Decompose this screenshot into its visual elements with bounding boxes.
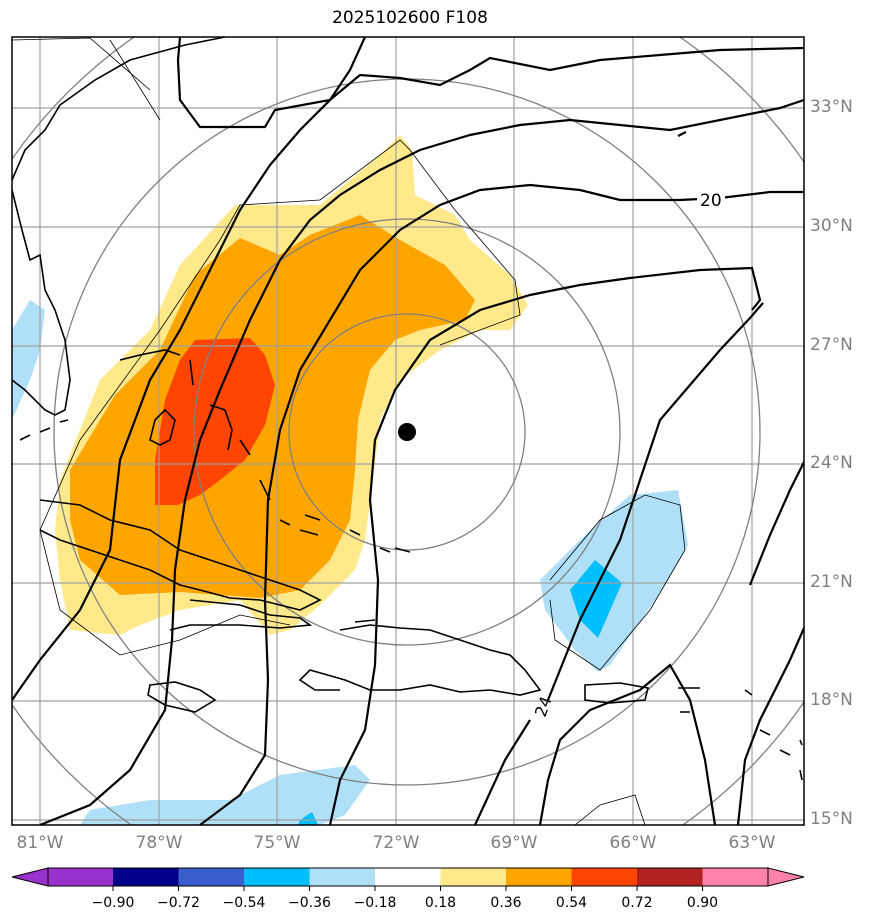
contour-g: [474, 719, 531, 825]
bahamas-andros: [149, 408, 176, 446]
contour-label-24: 24: [531, 694, 556, 720]
cuba-east: [169, 599, 313, 631]
lon-label-81w: 81°W: [16, 833, 64, 853]
positive-anomaly-red: [155, 338, 275, 505]
positive-anomaly-orange: [70, 215, 475, 598]
bahamas-abaco: [209, 404, 251, 456]
negative-anomaly-core-east: [570, 560, 622, 638]
colorbar-segment: [178, 868, 244, 886]
colorbar: [11, 867, 805, 891]
lat-label-24n: 24°N: [810, 453, 853, 473]
contour-a: [176, 37, 804, 129]
colorbar-segment: [702, 868, 768, 886]
colorbar-tick-label: −0.72: [157, 895, 200, 911]
jamaica: [147, 681, 217, 713]
colorbar-tick-label: 0.72: [621, 895, 653, 911]
negative-anomaly-area-south: [80, 765, 370, 825]
map-title: 2025102600 F108: [332, 8, 488, 28]
colorbar-extend-high: [768, 868, 804, 886]
contour-j: [748, 461, 804, 586]
colorbar-segment: [48, 868, 113, 886]
florida-keys: [19, 419, 69, 441]
contour-c: [39, 98, 804, 825]
colorbar-tick-label: −0.36: [288, 895, 331, 911]
contour-label-bg: [697, 189, 725, 209]
colorbar-segment: [113, 868, 179, 886]
contour-i: [538, 663, 717, 825]
height-contours: [12, 37, 804, 825]
hispaniola: [298, 624, 542, 696]
lon-label-72w: 72°W: [372, 833, 420, 853]
cuba: [39, 499, 322, 611]
colorbar-segment: [375, 868, 441, 886]
contour-k: [736, 627, 804, 825]
colorbar-tick-label: 0.54: [555, 895, 588, 911]
colorbar-segment: [309, 868, 375, 886]
colorbar-extend-low: [12, 868, 48, 886]
colorbar-tick-label: 0.36: [490, 895, 522, 911]
bahamas-grand: [119, 349, 194, 386]
colorbar-segment: [440, 868, 506, 886]
contour-l: [677, 131, 687, 137]
colorbar-tick-label: −0.54: [222, 895, 266, 911]
thin-outline-contours: [12, 37, 686, 825]
lat-label-18n: 18°N: [810, 690, 853, 710]
puerto-rico: [584, 682, 649, 704]
lon-label-66w: 66°W: [609, 833, 657, 853]
colorbar-tick-label: −0.18: [353, 895, 397, 911]
colorbar-tick-label: 0.18: [424, 895, 457, 911]
florida-coast: [12, 189, 71, 416]
colorbar-tick-label: 0.90: [686, 895, 719, 911]
contour-h: [546, 302, 764, 701]
colorbar-segment: [571, 868, 637, 886]
contour-b: [12, 37, 367, 701]
negative-anomaly-core-south: [298, 812, 318, 825]
us-east-coast: [12, 37, 226, 181]
lon-label-69w: 69°W: [490, 833, 538, 853]
colorbar-tick-label: −0.90: [91, 895, 135, 911]
lat-label-30n: 30°N: [810, 216, 853, 236]
contour-f: [328, 266, 762, 825]
lat-label-15n: 15°N: [810, 809, 853, 829]
lat-label-27n: 27°N: [810, 335, 853, 355]
small-islands: [354, 547, 803, 781]
map-panel: 20 24: [11, 36, 805, 826]
lon-label-63w: 63°W: [728, 833, 776, 853]
lon-label-78w: 78°W: [135, 833, 183, 853]
colorbar-segment: [244, 868, 310, 886]
map-frame: [11, 36, 805, 826]
bahamas-south: [259, 479, 361, 536]
contour-e: [719, 190, 804, 200]
contour-d: [199, 183, 701, 825]
coastlines: [12, 37, 803, 781]
colorbar-segment: [506, 868, 572, 886]
lon-label-75w: 75°W: [253, 833, 301, 853]
lat-label-21n: 21°N: [810, 572, 853, 592]
lat-label-33n: 33°N: [810, 97, 853, 117]
colorbar-segment: [637, 868, 703, 886]
storm-center-marker: [398, 423, 416, 441]
negative-anomaly-area-west: [12, 300, 45, 420]
contour-label-20: 20: [700, 191, 722, 211]
